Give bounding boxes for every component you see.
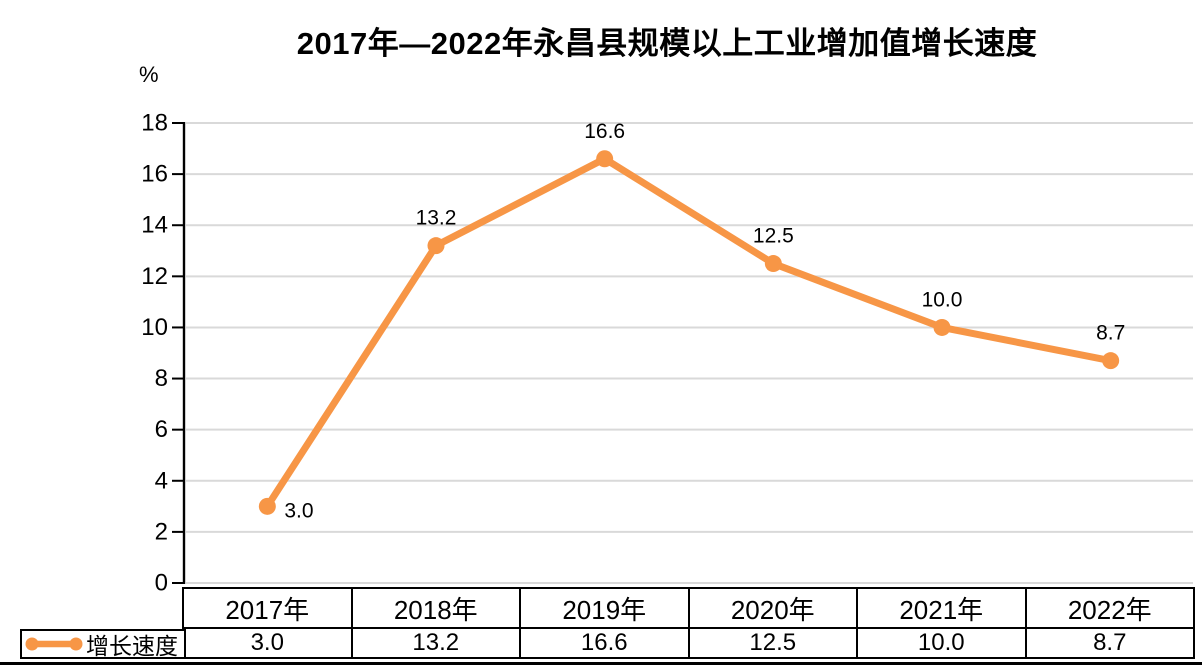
data-point-marker xyxy=(1102,352,1120,370)
data-point-marker xyxy=(933,318,951,336)
data-table-value-cell: 16.6 xyxy=(519,627,690,659)
y-axis-tick-label: 4 xyxy=(155,467,168,494)
y-axis-tick-label: 0 xyxy=(155,570,168,597)
legend: 增长速度 xyxy=(20,629,186,659)
data-point-label: 8.7 xyxy=(1096,322,1125,345)
y-axis-tick-label: 16 xyxy=(141,161,168,188)
legend-line-marker-icon xyxy=(25,637,83,651)
data-point-marker xyxy=(258,497,276,515)
data-table-value-cell: 13.2 xyxy=(350,627,521,659)
data-table-value-cell: 8.7 xyxy=(1024,627,1195,659)
y-axis-tick-label: 18 xyxy=(141,110,168,137)
data-point-label: 12.5 xyxy=(753,225,794,248)
data-table-year-cell: 2017年 xyxy=(182,587,353,629)
y-axis-tick-label: 2 xyxy=(155,518,168,545)
data-table-year-cell: 2019年 xyxy=(519,587,690,629)
data-point-marker xyxy=(427,237,445,255)
data-point-label: 10.0 xyxy=(922,288,963,311)
data-table-year-cell: 2020年 xyxy=(687,587,858,629)
y-axis-unit-label: % xyxy=(139,62,159,87)
data-point-label: 13.2 xyxy=(416,207,457,230)
y-axis-tick-label: 8 xyxy=(155,365,168,392)
data-point-marker xyxy=(596,150,614,168)
y-axis-tick-label: 10 xyxy=(141,314,168,341)
data-table-year-cell: 2022年 xyxy=(1024,587,1195,629)
data-table-value-row: 3.0 13.2 16.6 12.5 10.0 8.7 xyxy=(182,627,1195,659)
y-axis-tick-label: 12 xyxy=(141,263,168,290)
series-line xyxy=(263,155,1115,510)
data-table-value-cell: 10.0 xyxy=(856,627,1027,659)
legend-label: 增长速度 xyxy=(86,633,178,659)
data-table-value-cell: 3.0 xyxy=(182,627,353,659)
data-table-year-cell: 2018年 xyxy=(350,587,521,629)
y-axis-tick-label: 6 xyxy=(155,416,168,443)
chart-title: 2017年—2022年永昌县规模以上工业增加值增长速度 xyxy=(296,26,1038,61)
data-point-label: 3.0 xyxy=(284,499,313,522)
data-table-year-cell: 2021年 xyxy=(856,587,1027,629)
data-table: 2017年 2018年 2019年 2020年 2021年 2022年 3.0 13.2 16… xyxy=(182,587,1195,659)
data-table-year-row: 2017年 2018年 2019年 2020年 2021年 2022年 xyxy=(182,587,1195,629)
data-table-value-cell: 12.5 xyxy=(687,627,858,659)
bottom-border-line xyxy=(0,662,1202,665)
data-point-label: 16.6 xyxy=(584,120,625,143)
data-point-marker xyxy=(764,255,782,273)
y-axis-tick-label: 14 xyxy=(141,212,168,239)
